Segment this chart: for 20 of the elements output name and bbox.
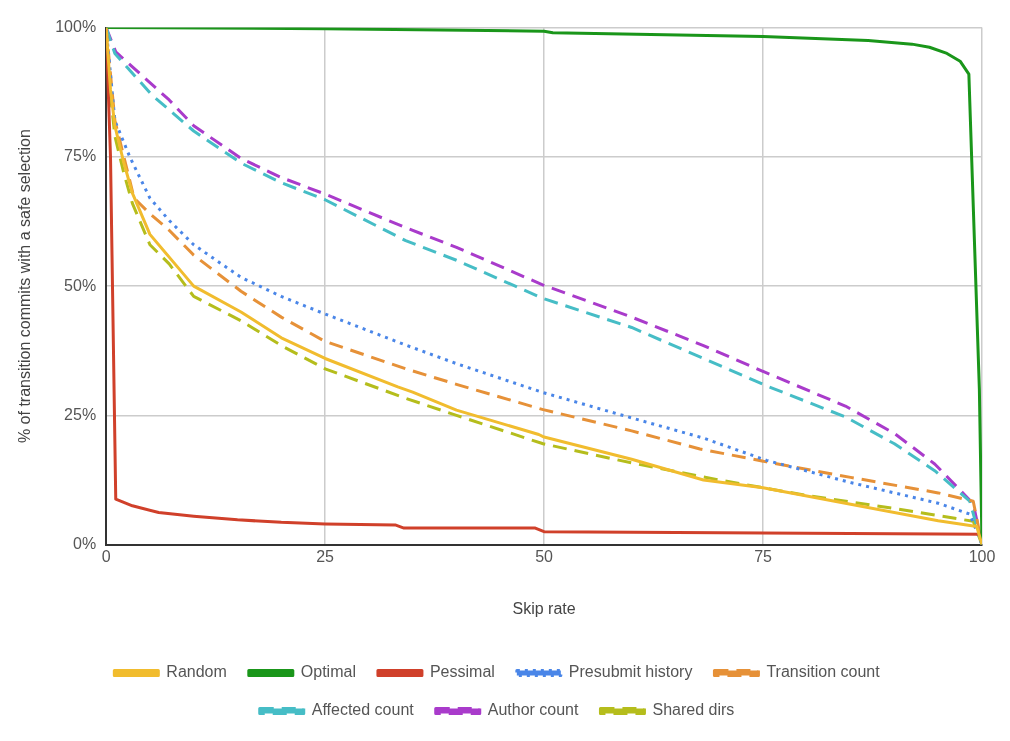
legend-label: Author count	[487, 701, 580, 719]
legend-label: Shared dirs	[652, 701, 735, 719]
legend-label: Random	[166, 663, 227, 681]
y-axis-title: % of transition commits with a safe selection	[16, 129, 34, 444]
legend-label: Transition count	[766, 663, 881, 681]
y-tick-label: 75%	[64, 147, 97, 165]
x-tick-label: 25	[316, 547, 335, 565]
y-tick-label: 0%	[73, 535, 97, 553]
x-tick-label: 0	[101, 547, 111, 565]
x-axis-title: Skip rate	[512, 599, 576, 617]
y-tick-label: 50%	[64, 276, 97, 294]
x-tick-label: 75	[754, 547, 773, 565]
y-tick-label: 25%	[64, 405, 97, 423]
legend-label: Affected count	[311, 701, 415, 719]
y-tick-label: 100%	[55, 18, 97, 36]
legend-label: Optimal	[300, 663, 356, 681]
x-tick-label: 100	[968, 547, 996, 565]
x-tick-label: 50	[535, 547, 554, 565]
legend-label: Pessimal	[429, 663, 495, 681]
legend-label: Presubmit history	[568, 663, 693, 681]
